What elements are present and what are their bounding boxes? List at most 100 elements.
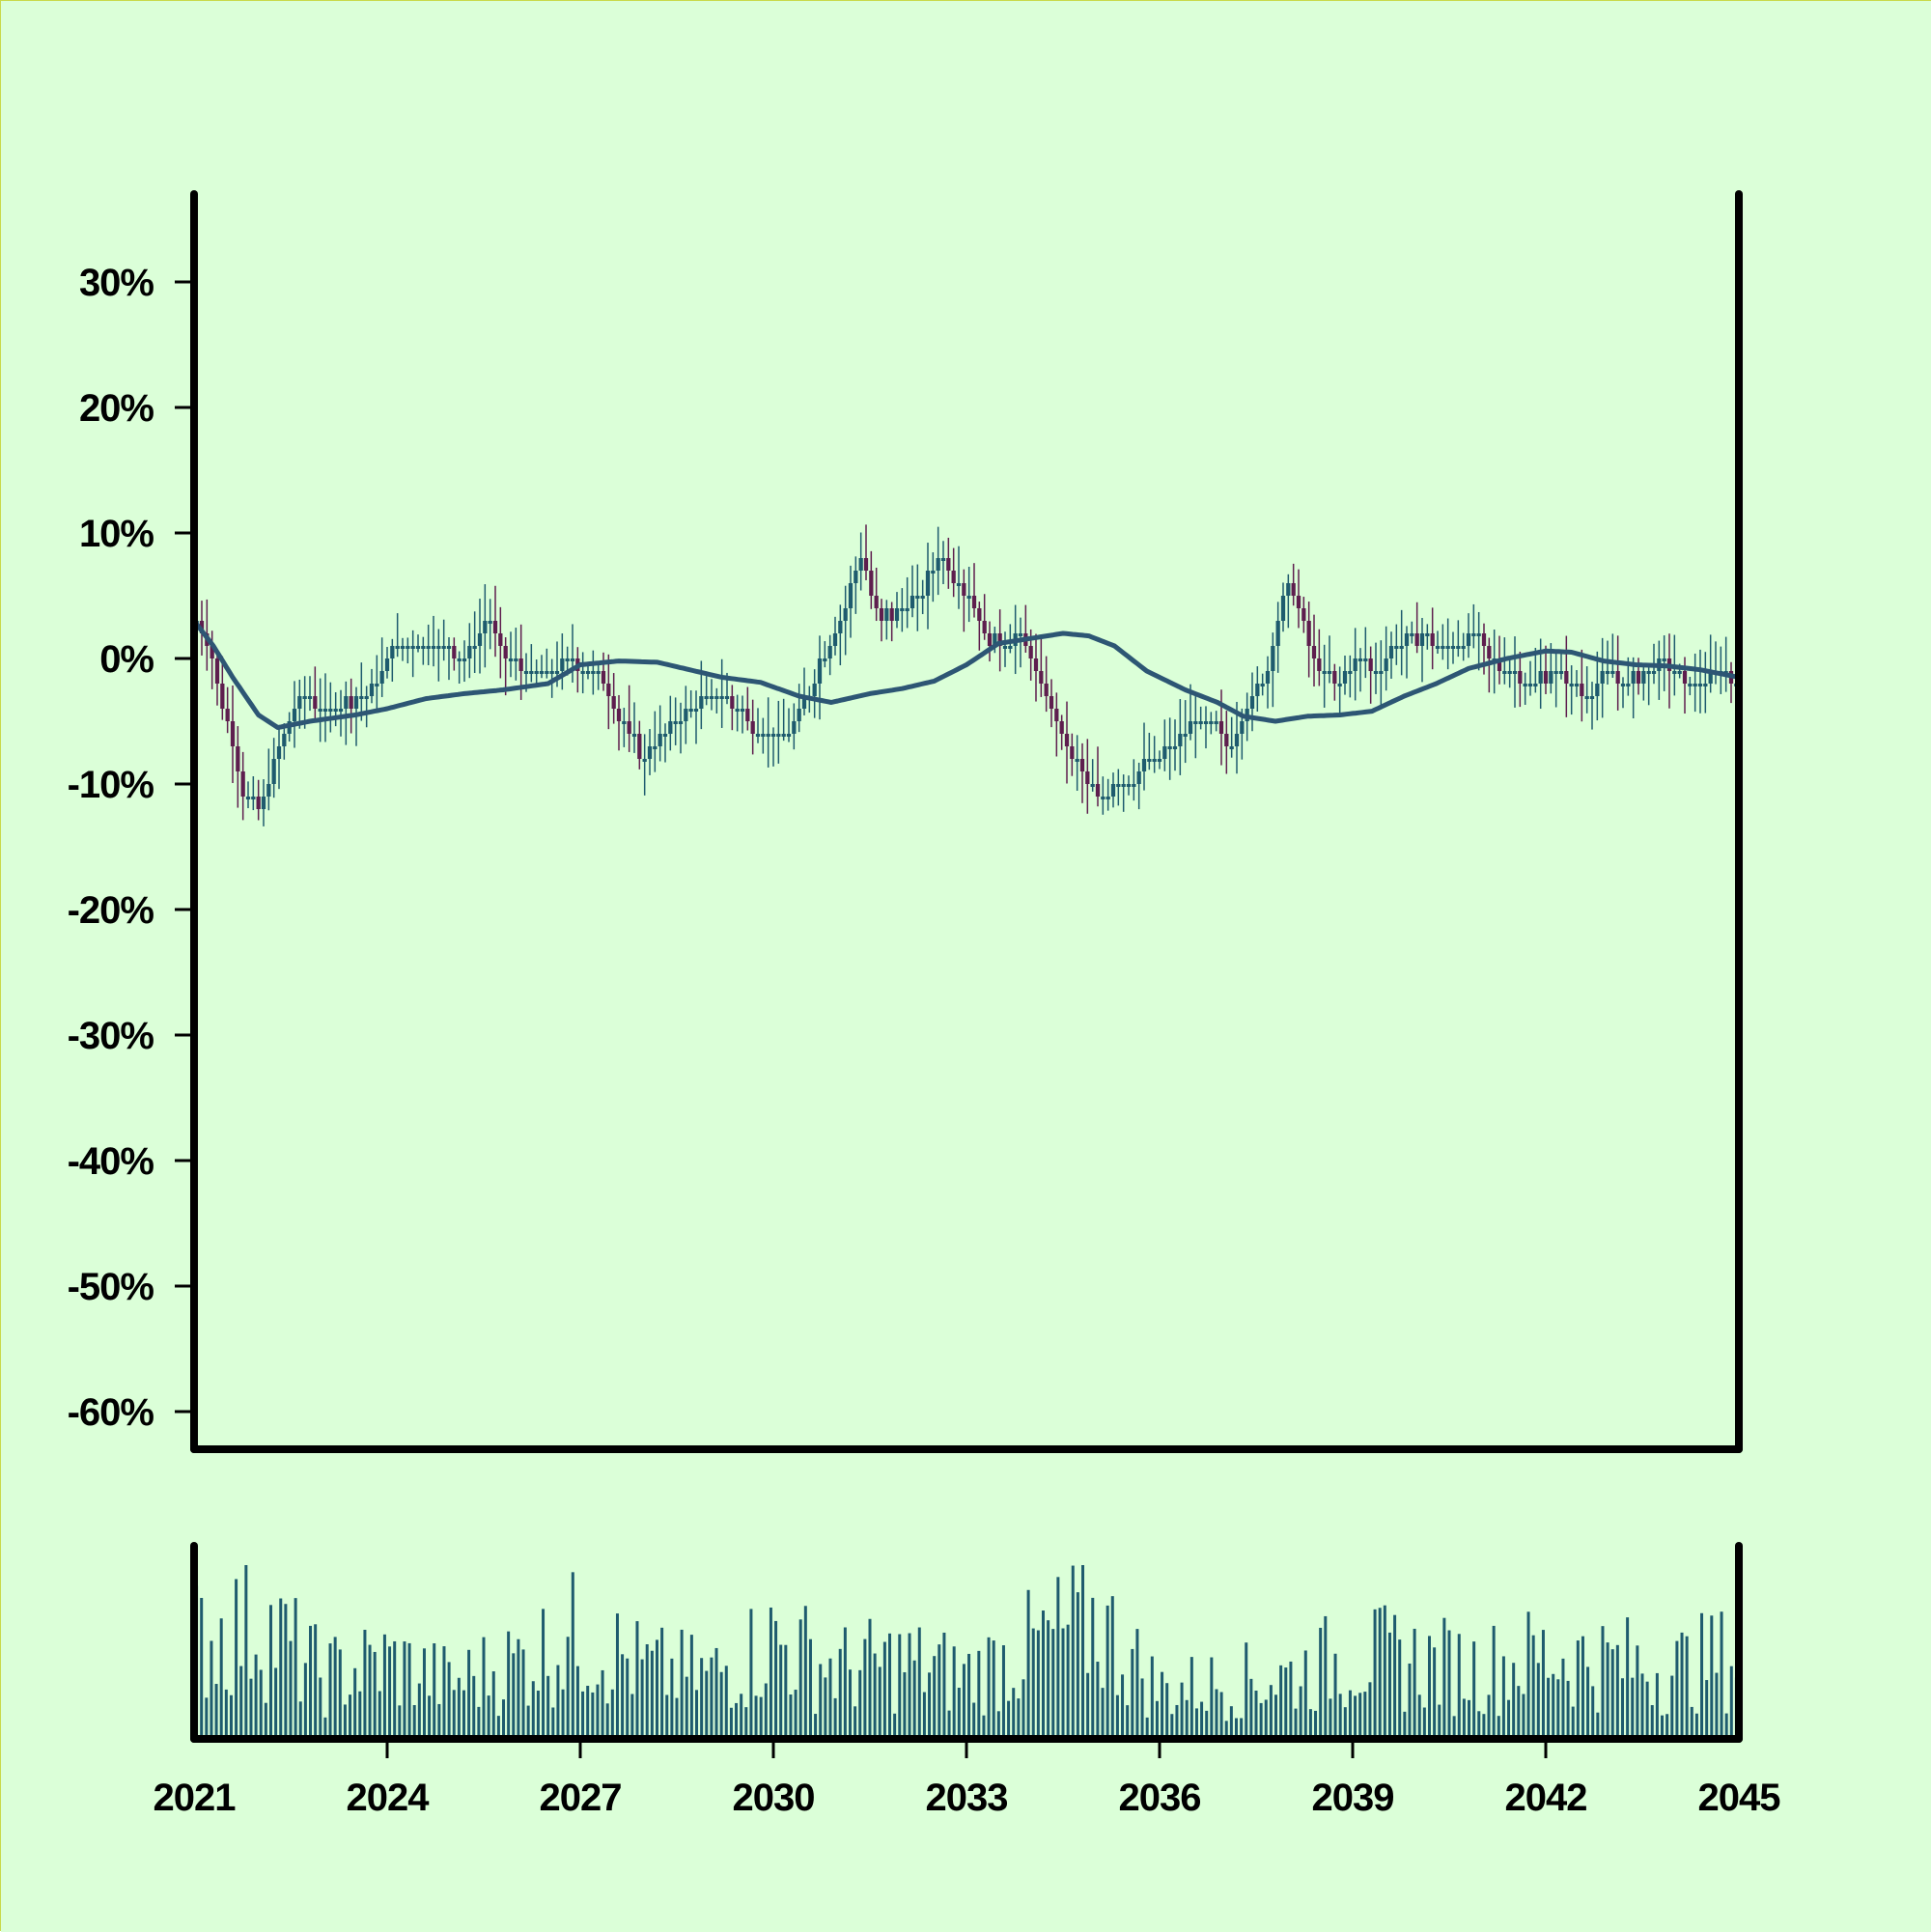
candle-body	[781, 734, 786, 737]
candle-body	[261, 797, 266, 809]
volume-bar	[1240, 1718, 1244, 1739]
volume-bar	[575, 1666, 579, 1739]
candle-body	[1224, 734, 1229, 746]
volume-bar	[1338, 1694, 1342, 1739]
candle-body	[673, 721, 678, 724]
volume-bar	[1081, 1565, 1085, 1739]
volume-bar	[794, 1690, 798, 1739]
volume-bar	[714, 1647, 718, 1739]
candle-body	[823, 658, 827, 661]
volume-bar	[358, 1691, 362, 1739]
candle-body	[1240, 721, 1245, 734]
volume-bar	[605, 1703, 609, 1739]
volume-bar	[1121, 1674, 1125, 1739]
candle-body	[369, 684, 375, 696]
volume-bar	[1096, 1662, 1100, 1739]
candle-body	[874, 596, 879, 608]
candle-body	[910, 596, 915, 608]
volume-bar	[1417, 1694, 1421, 1739]
volume-bar	[229, 1694, 233, 1739]
volume-bar	[1066, 1624, 1070, 1739]
candle-body	[1558, 671, 1564, 674]
x-tick-label: 2024	[347, 1777, 431, 1819]
volume-bar	[1333, 1653, 1337, 1739]
candle-body	[1636, 671, 1641, 684]
candle-body	[1095, 784, 1101, 797]
volume-bar	[769, 1607, 772, 1739]
volume-bar	[1026, 1589, 1030, 1739]
candle-body	[946, 558, 951, 571]
candle-body	[693, 709, 699, 712]
candle-body	[1178, 734, 1183, 746]
candle-body	[1008, 646, 1013, 649]
volume-bar	[705, 1670, 709, 1739]
candle-body	[1311, 646, 1317, 658]
candle-body	[1615, 671, 1620, 684]
candle-body	[1322, 671, 1327, 674]
volume-bar	[1710, 1615, 1714, 1739]
volume-bar	[1507, 1699, 1511, 1739]
volume-bar	[1626, 1617, 1630, 1739]
volume-bar	[235, 1579, 238, 1739]
volume-bar	[1348, 1690, 1352, 1739]
candle-body	[400, 646, 406, 649]
candle-body	[832, 633, 838, 646]
candle-body	[1218, 721, 1224, 734]
volume-bar	[987, 1637, 991, 1739]
y-tick-label: -20%	[68, 889, 154, 932]
volume-bar	[784, 1644, 788, 1739]
candle-body	[1584, 696, 1589, 699]
volume-bar	[1140, 1678, 1144, 1739]
y-tick-label: -40%	[68, 1140, 154, 1183]
candle-body	[905, 608, 910, 611]
volume-bar	[957, 1687, 961, 1739]
volume-bar	[1284, 1667, 1288, 1739]
candle-body	[457, 658, 462, 661]
volume-bar	[1105, 1605, 1109, 1739]
volume-bar	[1001, 1645, 1005, 1739]
volume-bar	[1234, 1718, 1238, 1739]
candle-body	[894, 608, 900, 621]
candle-body	[1265, 671, 1271, 684]
candle-body	[1580, 684, 1584, 696]
volume-bar	[1274, 1694, 1278, 1739]
volume-bar	[591, 1692, 595, 1739]
volume-bar	[1497, 1716, 1500, 1739]
volume-bar	[1383, 1605, 1386, 1739]
volume-bar	[398, 1705, 402, 1739]
volume-bar	[740, 1694, 743, 1739]
candle-body	[1353, 658, 1357, 671]
candle-body	[1090, 784, 1095, 787]
candle-body	[534, 671, 539, 674]
volume-bar	[581, 1691, 585, 1739]
y-tick-label: 30%	[79, 262, 154, 304]
volume-bar	[630, 1694, 634, 1739]
candle-body	[1198, 721, 1203, 724]
candle-body	[1357, 658, 1363, 661]
volume-bar	[1680, 1632, 1684, 1739]
volume-bar	[838, 1648, 842, 1739]
candle-body	[1481, 633, 1487, 646]
candle-body	[338, 709, 344, 712]
candle-body	[220, 684, 225, 709]
candle-body	[1414, 633, 1419, 646]
volume-bar	[912, 1660, 916, 1739]
volume-bar	[566, 1637, 570, 1739]
volume-bar	[1319, 1627, 1323, 1739]
volume-bar	[412, 1705, 416, 1739]
candle-body	[858, 558, 863, 571]
volume-bar	[1665, 1714, 1669, 1739]
candle-body	[1646, 671, 1651, 674]
volume-bar	[546, 1675, 550, 1739]
volume-bar	[972, 1702, 976, 1739]
x-tick-label: 2033	[926, 1777, 1008, 1819]
candle-body	[1342, 671, 1348, 684]
volume-bar	[1012, 1688, 1016, 1739]
candle-body	[1337, 684, 1342, 686]
volume-bar	[650, 1650, 654, 1739]
candle-body	[1379, 671, 1384, 674]
candles-group	[194, 524, 1739, 826]
candle-body	[467, 646, 472, 658]
candle-body	[1497, 658, 1502, 671]
